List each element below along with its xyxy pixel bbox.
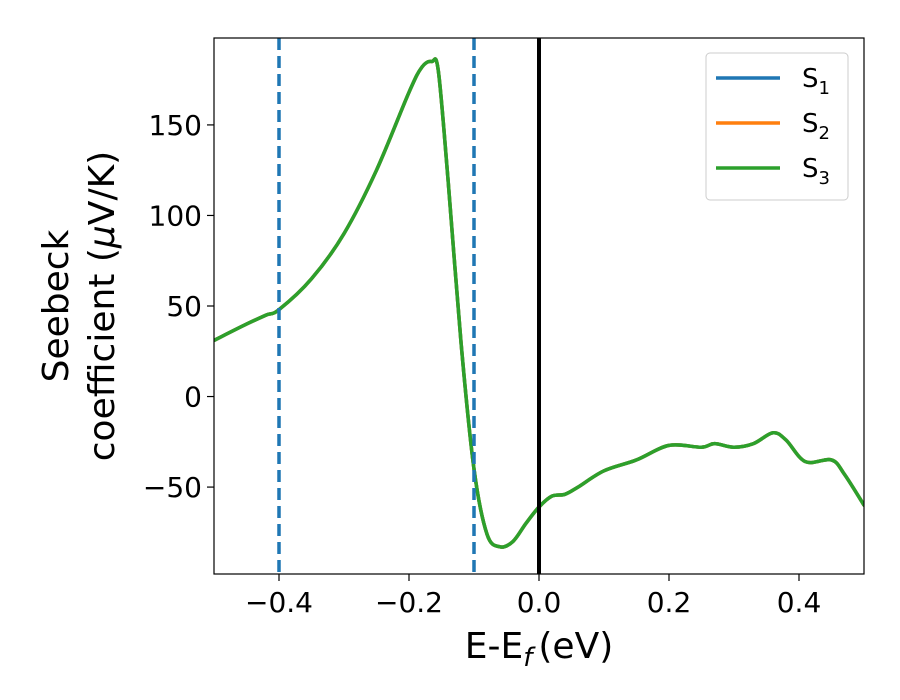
- x-tick-label: 0.2: [647, 586, 692, 619]
- x-axis: −0.4 −0.2 0.0 0.2 0.4: [245, 574, 821, 619]
- y-tick-label: 0: [184, 381, 202, 414]
- legend-label: S2: [802, 109, 830, 144]
- x-axis-label: E-Ef (eV): [465, 626, 614, 673]
- y-tick-label: 100: [149, 199, 202, 232]
- plot-area: [214, 38, 864, 574]
- legend: S1 S2 S3: [705, 52, 849, 201]
- x-tick-label: 0.4: [777, 586, 822, 619]
- y-axis-label-line1: Seebeck: [36, 229, 77, 382]
- legend-label: S1: [802, 64, 830, 99]
- y-tick-label: 150: [149, 109, 202, 142]
- y-axis-label-line2: coefficient (μV/K): [82, 151, 123, 461]
- x-tick-label: −0.2: [375, 586, 443, 619]
- y-tick-label: 50: [166, 290, 202, 323]
- x-tick-label: 0.0: [517, 586, 562, 619]
- y-tick-label: −50: [143, 471, 202, 504]
- y-axis-label: Seebeck coefficient (μV/K): [36, 151, 123, 461]
- series-line-S3: [214, 57, 864, 549]
- y-axis: −50 0 50 100 150: [143, 109, 214, 504]
- legend-box: [705, 52, 849, 201]
- legend-label: S3: [802, 154, 830, 189]
- x-tick-label: −0.4: [245, 586, 313, 619]
- x-axis-label-subscript: f: [523, 643, 536, 673]
